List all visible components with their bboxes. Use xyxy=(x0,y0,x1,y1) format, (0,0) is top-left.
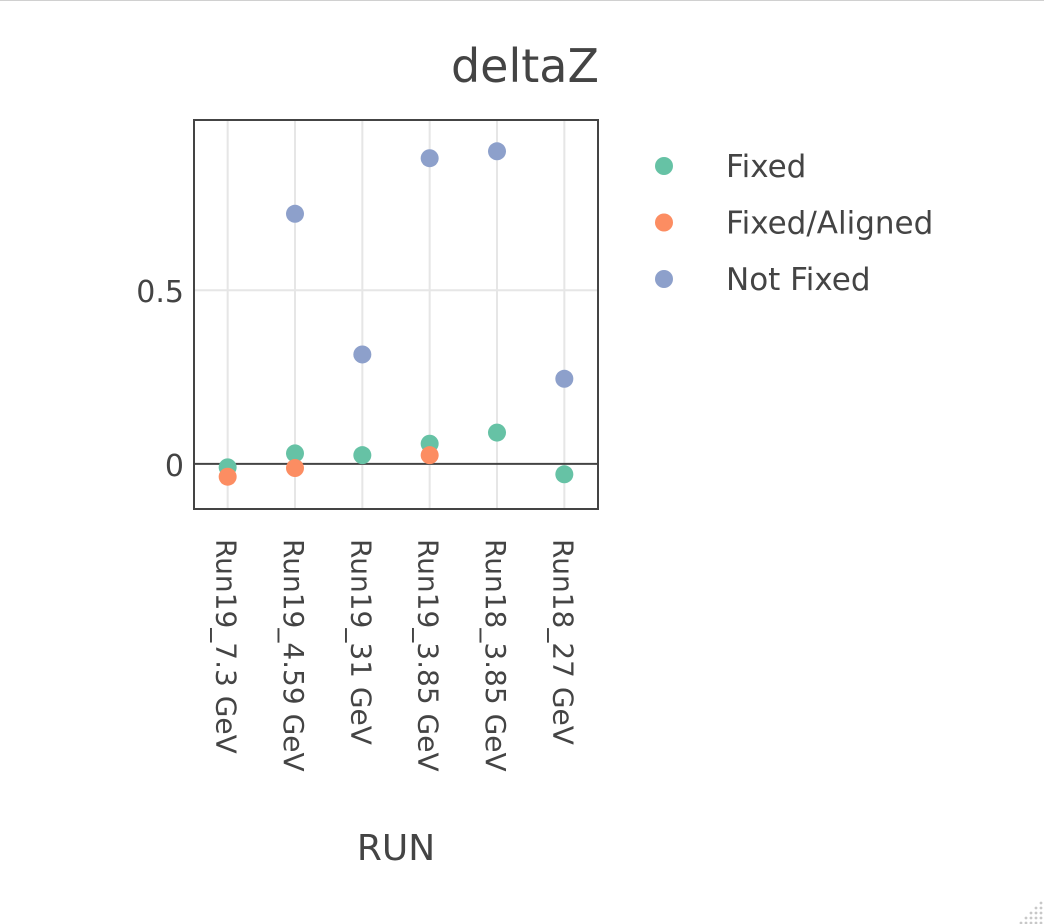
legend-marker xyxy=(655,213,673,232)
x-tick-label: Run19_31 GeV xyxy=(344,539,377,745)
x-tick-label: Run19_4.59 GeV xyxy=(277,539,310,772)
data-point[interactable] xyxy=(420,149,439,168)
grid-lines xyxy=(194,120,598,509)
data-point[interactable] xyxy=(420,446,439,465)
data-point[interactable] xyxy=(286,459,304,478)
legend-item[interactable]: Fixed xyxy=(655,149,806,185)
data-point[interactable] xyxy=(555,465,574,484)
legend[interactable]: Fixed Fixed/Aligned Not Fixed xyxy=(655,149,933,298)
x-tick-label: Run19_7.3 GeV xyxy=(210,539,243,754)
top-divider xyxy=(0,0,1044,1)
data-point[interactable] xyxy=(488,142,506,161)
x-axis-title: RUN xyxy=(357,828,435,869)
y-tick-labels: 00.5 xyxy=(136,275,184,484)
y-tick-label: 0 xyxy=(165,449,184,484)
x-tick-label: Run19_3.85 GeV xyxy=(412,539,445,772)
y-tick-label: 0.5 xyxy=(136,275,184,310)
data-point[interactable] xyxy=(286,204,304,223)
chart-title: deltaZ xyxy=(451,39,599,93)
data-point[interactable] xyxy=(353,345,372,364)
x-tick-label: Run18_27 GeV xyxy=(546,539,579,745)
legend-label: Fixed/Aligned xyxy=(726,206,933,242)
legend-item[interactable]: Fixed/Aligned xyxy=(655,206,933,242)
legend-marker xyxy=(655,270,673,288)
data-points[interactable] xyxy=(218,142,574,486)
x-tick-label: Run18_3.85 GeV xyxy=(479,539,512,772)
legend-label: Not Fixed xyxy=(726,262,871,298)
resize-grip-icon[interactable] xyxy=(1014,894,1044,924)
data-point[interactable] xyxy=(488,423,506,442)
legend-label: Fixed xyxy=(726,149,806,185)
data-point[interactable] xyxy=(218,467,237,486)
legend-marker xyxy=(655,157,673,175)
x-tick-labels: Run19_7.3 GeV Run19_4.59 GeV Run19_31 GeV R… xyxy=(210,539,580,772)
data-point[interactable] xyxy=(353,446,372,465)
plot-frame xyxy=(193,119,599,510)
data-point[interactable] xyxy=(286,444,304,463)
legend-item[interactable]: Not Fixed xyxy=(655,262,871,298)
data-point[interactable] xyxy=(555,369,574,388)
